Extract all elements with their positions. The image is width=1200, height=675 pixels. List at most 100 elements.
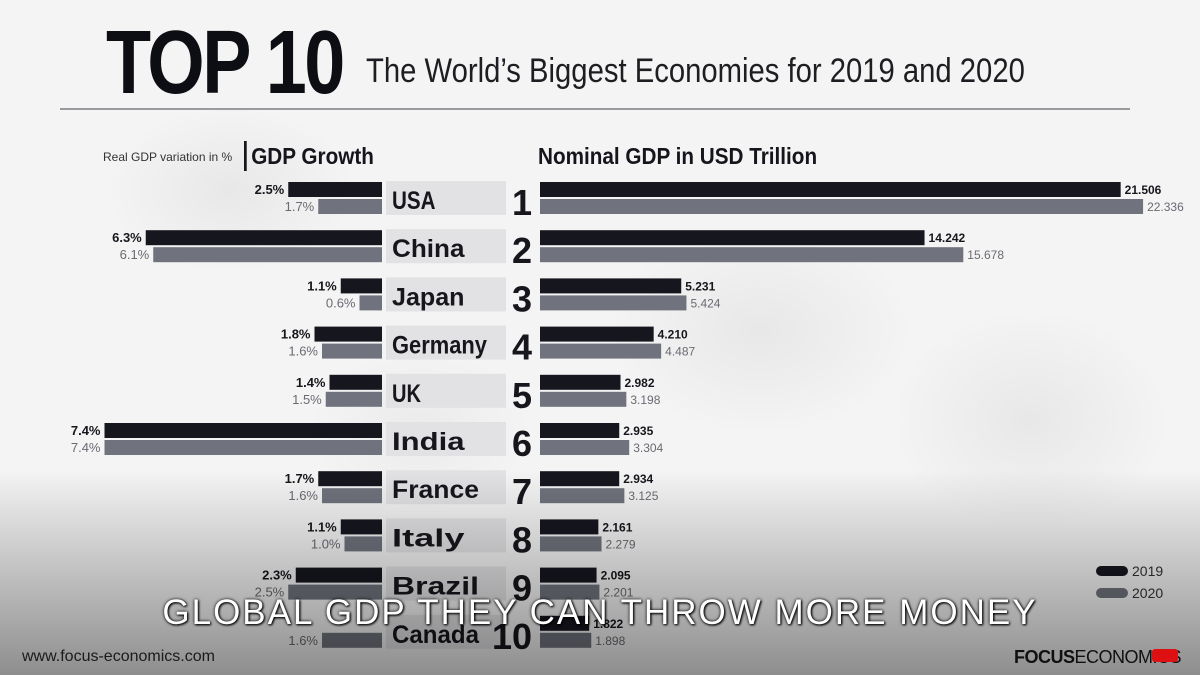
row-band-uk <box>386 373 506 408</box>
rank-label-china: 2 <box>512 230 532 271</box>
gdp-bar-italy-2019 <box>540 519 599 535</box>
gdp-value-china-2020: 15.678 <box>967 248 1004 262</box>
rank-label-uk: 5 <box>512 375 532 416</box>
gdp-bar-france-2020 <box>540 488 625 504</box>
growth-value-brazil-2020: 2.5% <box>255 585 285 600</box>
gdp-value-usa-2019: 21.506 <box>1125 183 1162 197</box>
gdp-value-japan-2020: 5.424 <box>690 296 720 310</box>
chart-subtitle: The World’s Biggest Economies for 2019 a… <box>366 52 1025 90</box>
row-band-china <box>386 229 506 264</box>
gdp-bar-brazil-2019 <box>540 567 597 583</box>
video-subtitle: GLOBAL GDP THEY CAN THROW MORE MONEY <box>162 593 1038 632</box>
gdp-growth-caption: Real GDP variation in % <box>103 150 233 164</box>
growth-bar-uk-2020 <box>325 391 382 407</box>
gdp-bar-brazil-2020 <box>540 584 600 600</box>
country-label-usa: USA <box>392 187 436 215</box>
gdp-value-india-2019: 2.935 <box>623 424 653 438</box>
legend-label-2020: 2020 <box>1132 585 1164 601</box>
gdp-value-germany-2020: 4.487 <box>665 345 695 359</box>
row-band-france <box>386 470 506 505</box>
country-label-brazil: Brazil <box>392 573 479 601</box>
country-label-india: India <box>392 428 466 456</box>
growth-bar-india-2020 <box>104 440 382 455</box>
subscribe-badge[interactable] <box>1152 649 1178 662</box>
title-divider <box>60 108 1130 110</box>
growth-bar-brazil-2020 <box>288 584 382 600</box>
growth-value-india-2019: 7.4% <box>71 423 101 438</box>
gdp-bar-canada-2020 <box>540 632 592 648</box>
growth-value-uk-2020: 1.5% <box>292 392 322 407</box>
rank-label-usa: 1 <box>512 182 532 223</box>
gdp-bar-china-2020 <box>540 247 964 263</box>
growth-bar-canada-2020 <box>322 632 382 648</box>
gdp-bar-uk-2019 <box>540 374 621 390</box>
gdp-bar-usa-2019 <box>540 182 1121 197</box>
growth-value-china-2020: 6.1% <box>120 247 150 262</box>
country-label-france: France <box>392 476 479 504</box>
growth-bar-brazil-2019 <box>295 567 382 583</box>
gdp-bar-india-2019 <box>540 423 620 438</box>
growth-value-usa-2019: 2.5% <box>255 182 285 197</box>
growth-bar-france-2020 <box>322 488 382 504</box>
growth-bar-uk-2019 <box>329 374 382 390</box>
growth-bar-japan-2020 <box>359 295 382 311</box>
rank-label-germany: 4 <box>512 327 532 368</box>
gdp-bar-japan-2019 <box>540 278 682 294</box>
country-label-italy: Italy <box>392 524 465 552</box>
growth-value-usa-2020: 1.7% <box>285 199 315 214</box>
country-label-japan: Japan <box>392 283 465 311</box>
growth-bar-germany-2019 <box>314 326 382 342</box>
growth-value-china-2019: 6.3% <box>112 230 142 245</box>
gdp-bar-japan-2020 <box>540 295 687 311</box>
growth-value-india-2020: 7.4% <box>71 440 101 455</box>
growth-value-japan-2019: 1.1% <box>307 278 337 293</box>
gdp-bar-canada-2019 <box>540 615 590 631</box>
gdp-bar-germany-2020 <box>540 343 662 359</box>
gdp-value-china-2019: 14.242 <box>929 231 966 245</box>
gdp-value-india-2020: 3.304 <box>633 441 663 455</box>
growth-bar-germany-2020 <box>322 343 382 359</box>
gdp-bar-india-2020 <box>540 440 630 455</box>
row-band-japan <box>386 277 506 312</box>
nominal-gdp-header: Nominal GDP in USD Trillion <box>538 143 818 169</box>
gdp-value-france-2020: 3.125 <box>628 489 658 503</box>
gdp-bar-france-2019 <box>540 471 620 487</box>
country-label-canada: Canada <box>392 621 480 649</box>
growth-value-japan-2020: 0.6% <box>326 295 356 310</box>
growth-bar-china-2019 <box>145 230 382 246</box>
growth-value-italy-2019: 1.1% <box>307 519 337 534</box>
rank-label-canada: 10 <box>492 616 532 657</box>
rank-label-india: 6 <box>512 423 532 464</box>
title-top10: TOP 10 <box>106 13 345 113</box>
gdp-bar-usa-2020 <box>540 199 1144 214</box>
gdp-value-usa-2020: 22.336 <box>1147 200 1184 214</box>
growth-value-uk-2019: 1.4% <box>296 375 326 390</box>
gdp-value-uk-2020: 3.198 <box>630 393 660 407</box>
row-band-brazil <box>386 566 506 601</box>
growth-bar-japan-2019 <box>340 278 382 294</box>
gdp-value-brazil-2020: 2.201 <box>603 586 633 600</box>
growth-value-canada-2020: 1.6% <box>288 633 318 648</box>
legend-swatch-2020 <box>1096 588 1128 598</box>
gdp-growth-header: GDP Growth <box>244 141 374 171</box>
gdp-value-uk-2019: 2.982 <box>625 376 655 390</box>
growth-value-france-2020: 1.6% <box>288 488 318 503</box>
legend-label-2019: 2019 <box>1132 563 1164 579</box>
growth-bar-italy-2020 <box>344 536 382 552</box>
gdp-value-germany-2019: 4.210 <box>658 328 688 342</box>
growth-value-brazil-2019: 2.3% <box>262 568 292 583</box>
legend-swatch-2019 <box>1096 566 1128 576</box>
gdp-bar-italy-2020 <box>540 536 602 552</box>
growth-value-france-2019: 1.7% <box>285 471 315 486</box>
growth-value-italy-2020: 1.0% <box>311 536 341 551</box>
rank-label-france: 7 <box>512 471 532 512</box>
gdp-bar-china-2019 <box>540 230 925 246</box>
gdp-bar-uk-2020 <box>540 391 627 407</box>
growth-bar-usa-2019 <box>288 182 382 197</box>
gdp-value-italy-2020: 2.279 <box>606 537 636 551</box>
growth-bar-india-2019 <box>104 423 382 438</box>
row-band-usa <box>386 181 506 215</box>
country-label-germany: Germany <box>392 332 487 360</box>
